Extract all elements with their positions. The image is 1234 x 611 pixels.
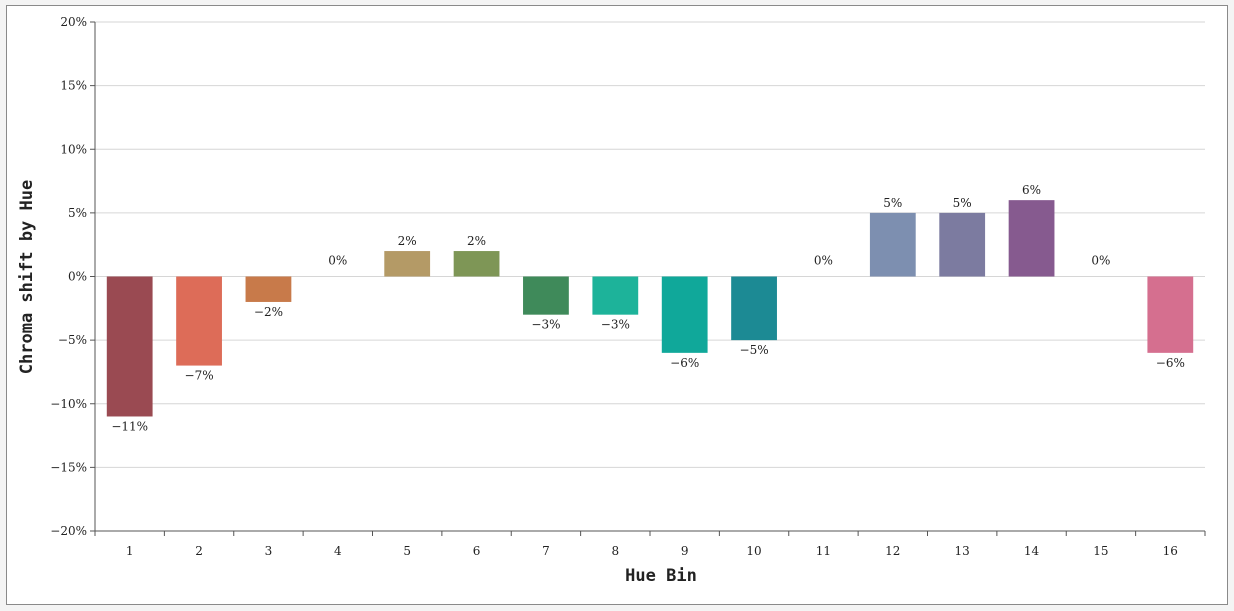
y-tick-label: 0% bbox=[68, 270, 87, 284]
bar-2 bbox=[176, 276, 222, 366]
y-tick-label: −5% bbox=[58, 333, 87, 347]
x-tick-label: 11 bbox=[816, 544, 831, 558]
data-label-14: 6% bbox=[1022, 183, 1041, 197]
data-label-9: −6% bbox=[670, 356, 699, 370]
x-tick-label: 4 bbox=[334, 544, 342, 558]
chart-frame: −20% −15% −10% −5% 0% 5% 10% 15% 20% 1 2 3 4 5 6 7 8 9 10… bbox=[6, 5, 1228, 605]
x-ticks: 1 2 3 4 5 6 7 8 9 10 11 12 13 14 15 16 bbox=[94, 531, 1206, 558]
x-axis-title: Hue Bin bbox=[625, 566, 697, 586]
bar-chart: −20%−15%−10%−5%0%5%10%15%20% 1 2 3 4 5 6 7 8 9 10… bbox=[17, 15, 1206, 586]
data-label-1: −11% bbox=[111, 419, 148, 433]
bar-7 bbox=[523, 276, 569, 315]
data-label-2: −7% bbox=[185, 369, 214, 383]
data-label-6: 2% bbox=[467, 234, 486, 248]
bar-1 bbox=[106, 276, 153, 417]
data-label-7: −3% bbox=[531, 318, 560, 332]
y-tick-label: 20% bbox=[60, 15, 87, 29]
y-ticks: −20% −15% −10% −5% 0% 5% 10% 15% 20% bbox=[50, 15, 95, 538]
data-label-13: 5% bbox=[953, 196, 972, 210]
x-tick-label: 15 bbox=[1093, 544, 1108, 558]
x-tick-label: 9 bbox=[681, 544, 689, 558]
x-tick-label: 10 bbox=[746, 544, 761, 558]
bar-8 bbox=[592, 276, 639, 315]
y-tick-label: 15% bbox=[60, 79, 87, 93]
x-tick-label: 2 bbox=[195, 544, 203, 558]
bar-6 bbox=[453, 251, 500, 277]
x-tick-label: 13 bbox=[955, 544, 970, 558]
bar-3 bbox=[245, 276, 292, 302]
x-tick-label: 12 bbox=[885, 544, 900, 558]
bar-9 bbox=[661, 276, 708, 353]
data-label-3: −2% bbox=[254, 305, 283, 319]
x-tick-label: 7 bbox=[542, 544, 550, 558]
data-label-5: 2% bbox=[398, 234, 417, 248]
x-tick-label: 5 bbox=[403, 544, 411, 558]
y-tick-label: −15% bbox=[50, 460, 87, 474]
bar-16 bbox=[1147, 276, 1194, 353]
y-tick-label: 5% bbox=[68, 206, 87, 220]
y-axis-title: Chroma shift by Hue bbox=[17, 180, 37, 374]
data-label-8: −3% bbox=[601, 318, 630, 332]
data-label-15: 0% bbox=[1091, 254, 1110, 268]
bars bbox=[106, 200, 1194, 417]
data-label-16: −6% bbox=[1156, 356, 1185, 370]
bar-10 bbox=[731, 276, 777, 341]
data-label-10: −5% bbox=[740, 343, 769, 357]
data-labels: −11% −7% −2% 0% 2% 2% −3% −3% −6% −5% 0% 5% 5% 6% 0% −6… bbox=[111, 183, 1185, 433]
y-tick-label: −20% bbox=[50, 524, 87, 538]
data-label-11: 0% bbox=[814, 254, 833, 268]
y-tick-label: −10% bbox=[50, 397, 87, 411]
bar-13 bbox=[939, 212, 986, 277]
bar-14 bbox=[1008, 200, 1055, 277]
x-tick-label: 6 bbox=[473, 544, 481, 558]
x-tick-label: 1 bbox=[126, 544, 134, 558]
x-tick-label: 8 bbox=[611, 544, 619, 558]
y-tick-label: 10% bbox=[60, 142, 87, 156]
data-label-4: 0% bbox=[328, 254, 347, 268]
x-tick-label: 14 bbox=[1024, 544, 1040, 558]
data-label-12: 5% bbox=[883, 196, 902, 210]
bar-12 bbox=[869, 212, 916, 277]
x-tick-label: 16 bbox=[1163, 544, 1178, 558]
bar-5 bbox=[384, 251, 431, 277]
x-tick-label: 3 bbox=[265, 544, 273, 558]
